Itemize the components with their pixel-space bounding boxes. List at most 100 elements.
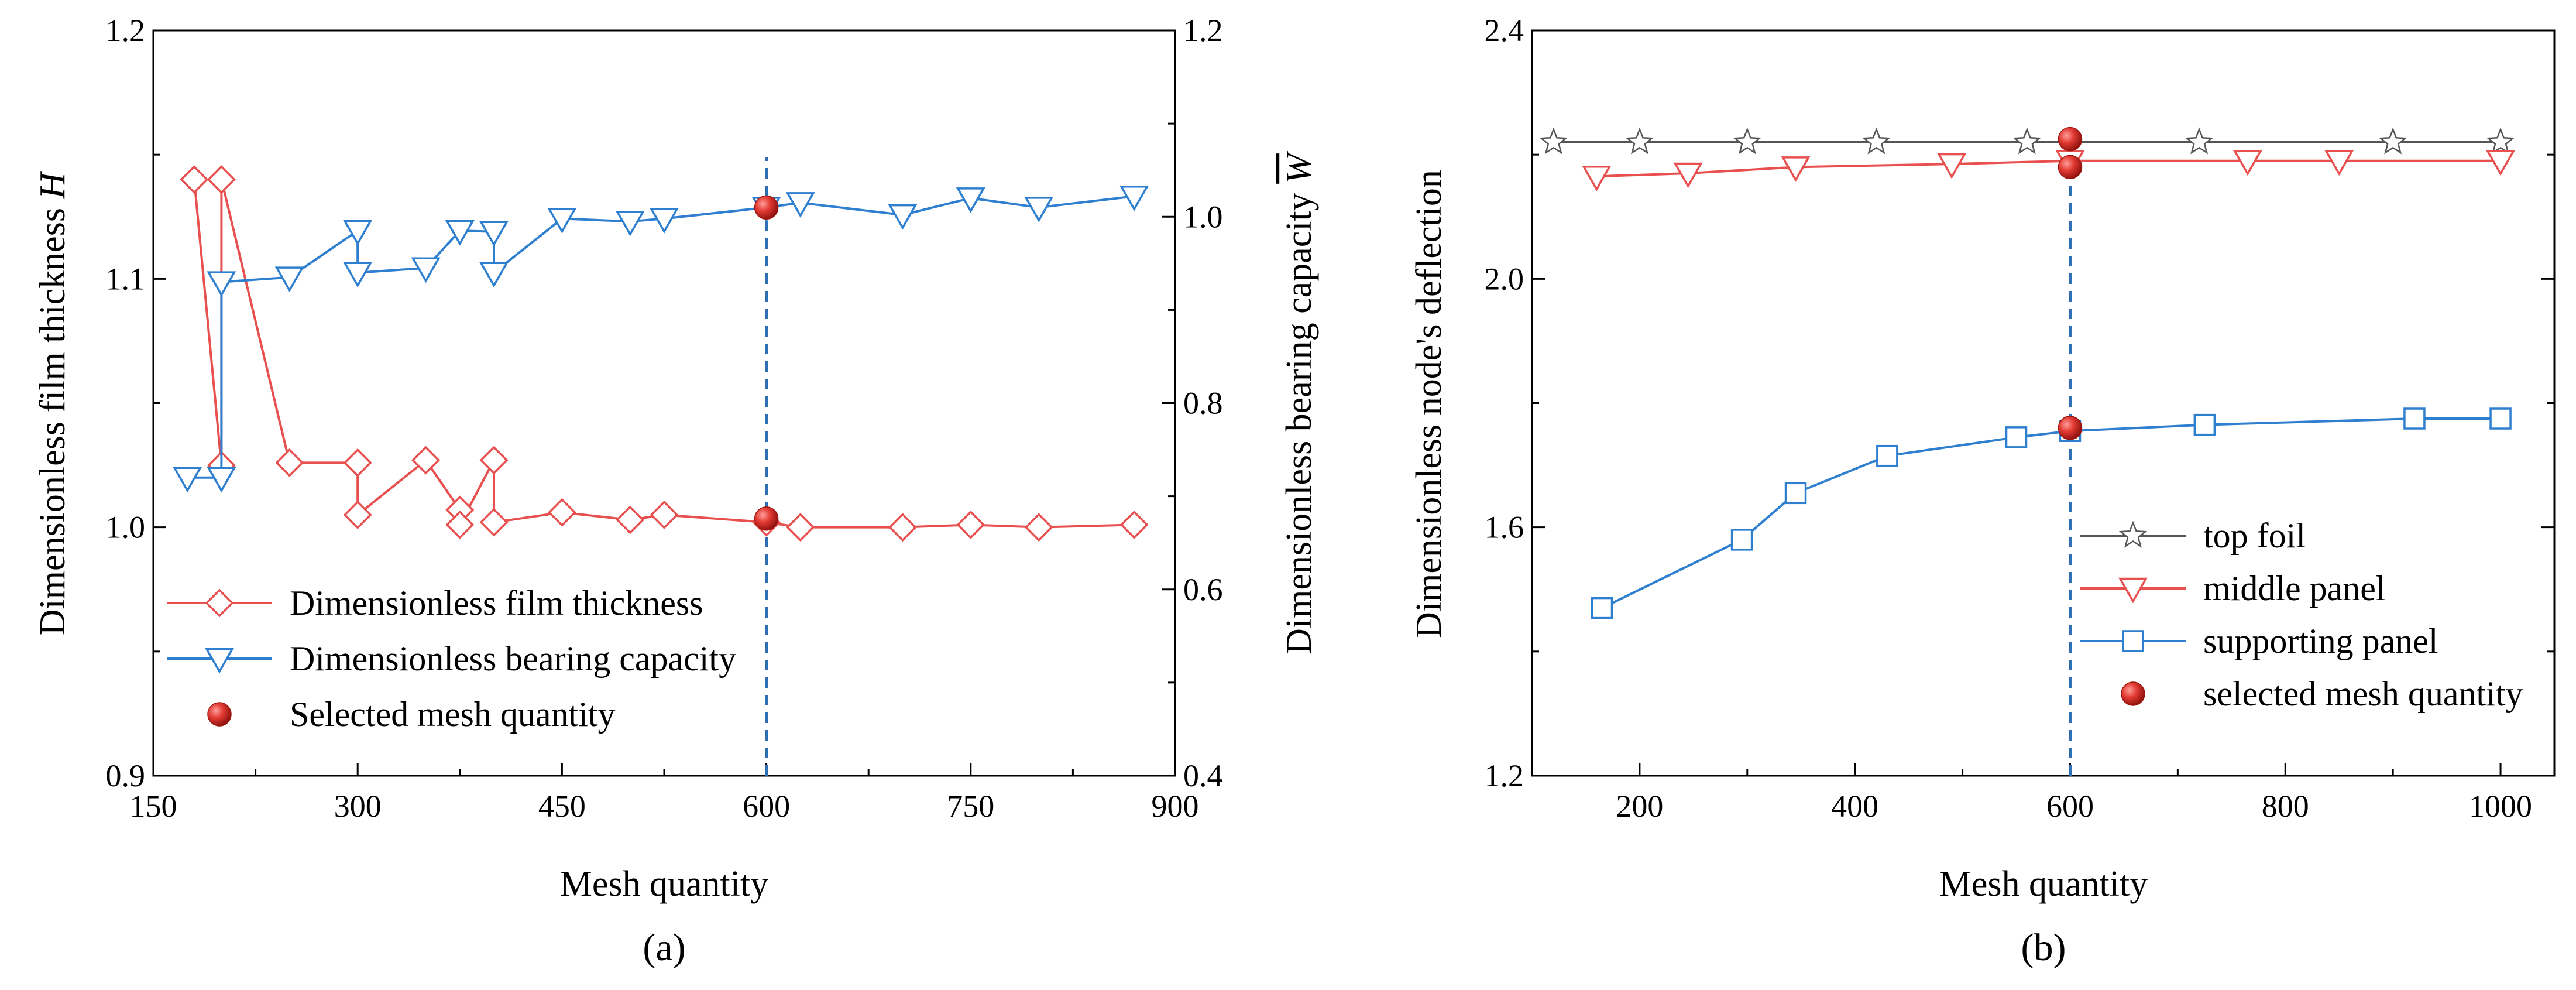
legend-item-selected-mesh-quantity: Selected mesh quantity	[207, 695, 616, 734]
data-point	[616, 505, 645, 535]
chart-b-y-axis-label: Dimensionless node's deflection	[1409, 170, 1449, 638]
data-point	[2324, 150, 2354, 176]
legend-label: top foil	[2203, 516, 2306, 555]
chart-b-legend: top foil middle panel supporting panel sele…	[2080, 516, 2523, 713]
data-point	[2012, 127, 2042, 155]
series-selected-mesh-quantity	[2058, 126, 2083, 440]
data-point	[2193, 413, 2216, 436]
chart-b-caption: (b)	[2021, 926, 2066, 969]
x-tick-label: 600	[2046, 789, 2094, 824]
legend-marker	[205, 588, 234, 618]
data-point	[274, 266, 304, 293]
data-point	[479, 262, 509, 288]
chart-a-x-axis-label: Mesh quantity	[560, 864, 768, 904]
chart-a-y-axis-label: Dimensionless film thickness H	[33, 171, 73, 636]
data-point	[207, 271, 236, 297]
x-tick-label: 1000	[2469, 789, 2532, 824]
data-point	[1937, 153, 1967, 179]
x-tick-label: 750	[947, 789, 994, 824]
data-point	[547, 208, 577, 234]
data-point	[547, 498, 576, 527]
legend-item-dimensionless-film-thickness: Dimensionless film thickness	[167, 584, 703, 622]
y2-tick-label: 1.0	[1183, 199, 1223, 234]
series-dimensionless-bearing-capacity	[173, 185, 1149, 493]
y-tick-label: 1.1	[106, 261, 146, 296]
data-point	[650, 500, 679, 529]
data-point	[1733, 127, 1761, 155]
legend-marker	[2118, 520, 2148, 548]
x-tick-label: 450	[538, 789, 586, 824]
data-point	[343, 448, 372, 477]
data-point	[479, 508, 509, 537]
chart-b-series	[1539, 126, 2516, 619]
data-point	[2378, 127, 2407, 155]
y2-tick-label: 0.4	[1183, 758, 1223, 793]
data-point	[2489, 407, 2512, 430]
selected-point	[754, 195, 779, 220]
data-point	[1784, 482, 1807, 505]
series-line	[187, 195, 1135, 479]
x-tick-label: 300	[334, 789, 382, 824]
data-point	[956, 187, 985, 213]
chart-a-legend: Dimensionless film thickness Dimensionles…	[167, 584, 736, 734]
data-point	[1673, 162, 1703, 189]
data-point	[207, 467, 236, 493]
data-point	[2232, 150, 2262, 176]
data-point	[1024, 513, 1053, 542]
y2-tick-label: 0.8	[1183, 386, 1223, 421]
data-point	[1119, 510, 1149, 539]
data-point	[207, 165, 236, 194]
data-point	[180, 165, 209, 194]
data-point	[275, 448, 304, 477]
series-selected-mesh-quantity	[754, 195, 779, 531]
y2-tick-label: 1.2	[1183, 13, 1223, 48]
data-point	[1876, 444, 1898, 467]
legend-marker	[204, 648, 235, 674]
legend-marker	[2121, 681, 2145, 706]
chart-a-ticks: 150 300 450 600 750 900 0.9 1.0 1.1 1.2 0.4 0.6 0.8 1…	[106, 13, 1223, 824]
legend-item-supporting-panel: supporting panel	[2080, 622, 2438, 660]
data-point	[1781, 156, 1811, 182]
data-point	[479, 446, 509, 475]
y-tick-label: 0.9	[106, 758, 146, 793]
data-point	[411, 257, 441, 283]
legend-label: selected mesh quantity	[2203, 674, 2523, 713]
legend-marker	[2122, 630, 2144, 652]
x-tick-label: 400	[1831, 789, 1878, 824]
y-tick-label: 1.2	[106, 13, 146, 48]
data-point	[2403, 407, 2426, 430]
data-point	[615, 210, 645, 237]
series-dimensionless-film-thickness	[180, 165, 1149, 542]
legend-marker	[2118, 577, 2148, 604]
data-point	[649, 208, 679, 234]
data-point	[1730, 529, 1753, 551]
legend-label: middle panel	[2203, 569, 2386, 608]
y-tick-label: 1.0	[106, 510, 146, 545]
selected-point	[754, 506, 779, 531]
series-top-foil	[1539, 127, 2515, 155]
selected-point	[2058, 126, 2083, 152]
data-point	[343, 500, 372, 529]
selected-point	[2058, 155, 2083, 180]
legend-label: supporting panel	[2203, 622, 2438, 660]
data-point	[2185, 127, 2214, 155]
x-tick-label: 200	[1616, 789, 1663, 824]
chart-a-series	[173, 165, 1149, 542]
chart-a-caption: (a)	[643, 926, 685, 969]
data-point	[343, 220, 373, 246]
legend-item-middle-panel: middle panel	[2080, 569, 2386, 608]
legend-marker	[207, 702, 232, 727]
legend-label: Dimensionless bearing capacity	[290, 639, 736, 678]
series-supporting-panel	[1591, 407, 2512, 619]
data-point	[2005, 426, 2028, 448]
data-point	[1591, 597, 1613, 619]
data-point	[1582, 166, 1612, 191]
data-point	[2486, 150, 2516, 176]
data-point	[445, 220, 475, 246]
data-point	[1119, 185, 1149, 211]
data-point	[1539, 127, 1568, 155]
data-point	[411, 446, 441, 475]
data-point	[888, 513, 917, 542]
selected-point	[2058, 416, 2083, 440]
